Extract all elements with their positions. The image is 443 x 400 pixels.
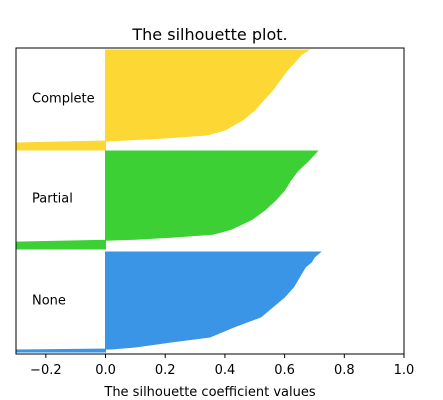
cluster-label-complete: Complete [32, 92, 95, 107]
chart-title: The silhouette plot. [131, 25, 287, 44]
x-axis-label: The silhouette coefficient values [103, 385, 315, 400]
plot-frame [15, 47, 405, 355]
x-tick-label: −0.2 [30, 363, 62, 378]
cluster-label-partial: Partial [32, 192, 73, 207]
cluster-label-none: None [32, 294, 66, 309]
x-axis-ticks: −0.2 0.0 0.2 0.4 0.6 0.8 1.0 [30, 354, 414, 378]
x-tick-label: 1.0 [394, 363, 415, 378]
x-tick-label: 0.6 [274, 363, 295, 378]
x-tick-label: 0.0 [95, 363, 116, 378]
x-tick-label: 0.2 [155, 363, 176, 378]
cluster-labels: Complete Partial None [32, 92, 95, 309]
x-tick-label: 0.8 [334, 363, 355, 378]
x-tick-label: 0.4 [215, 363, 236, 378]
